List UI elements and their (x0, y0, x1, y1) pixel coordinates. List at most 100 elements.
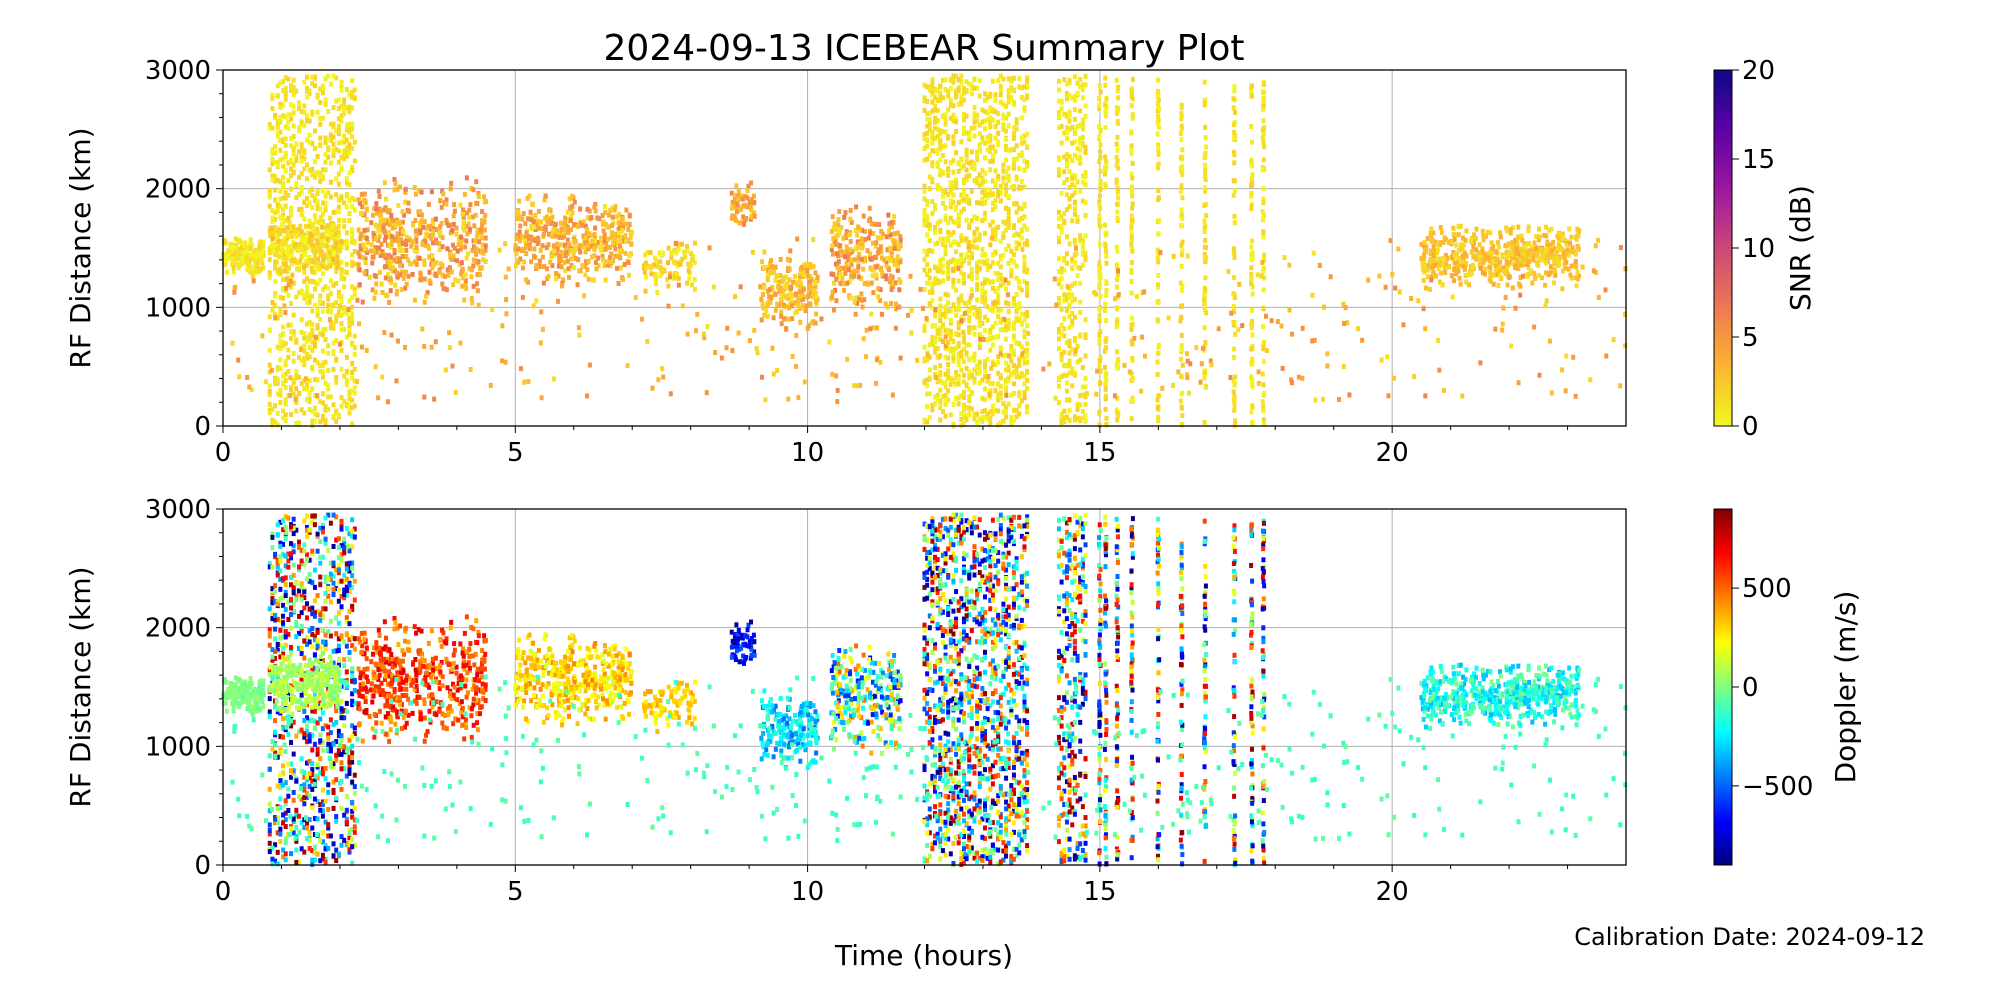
data-point (948, 317, 953, 323)
data-point (1129, 260, 1134, 266)
data-point (983, 314, 988, 320)
data-point (938, 308, 943, 314)
data-point (943, 371, 948, 377)
data-point (938, 90, 943, 96)
data-point (1156, 151, 1161, 157)
data-point (1202, 286, 1207, 292)
data-point (1078, 238, 1083, 244)
data-point (1019, 235, 1024, 241)
data-point (617, 212, 622, 218)
data-point (961, 339, 966, 345)
data-point (927, 121, 932, 127)
data-point (270, 173, 275, 179)
data-point (807, 301, 812, 307)
data-point (935, 161, 940, 167)
data-point (690, 282, 695, 288)
data-point (1059, 266, 1064, 272)
data-point (1250, 419, 1255, 425)
data-point (278, 215, 283, 221)
data-point (990, 78, 995, 84)
data-point (303, 223, 308, 229)
data-point (1232, 381, 1237, 387)
data-point (593, 225, 598, 231)
data-point (777, 281, 782, 287)
data-point (477, 239, 482, 245)
data-point (935, 220, 940, 226)
data-point (1203, 97, 1208, 103)
data-point (1104, 336, 1109, 342)
data-point (674, 250, 679, 256)
data-point (310, 192, 315, 198)
data-point (1083, 353, 1088, 359)
data-point (1006, 367, 1011, 373)
data-point (476, 194, 481, 200)
data-point (312, 174, 317, 180)
data-point (773, 307, 778, 313)
data-point (948, 115, 953, 121)
data-point (433, 237, 438, 243)
data-point (1097, 332, 1102, 338)
data-point (320, 348, 325, 354)
data-point (1115, 360, 1120, 366)
data-point (318, 317, 323, 323)
data-point (1001, 234, 1006, 240)
data-point (480, 242, 485, 248)
data-point (1056, 98, 1061, 104)
data-point (938, 417, 943, 423)
data-point (312, 279, 317, 285)
data-point (1014, 275, 1019, 281)
data-point (337, 248, 342, 254)
data-point (879, 255, 884, 261)
data-point (325, 236, 330, 242)
data-point (294, 195, 299, 201)
data-point (307, 336, 312, 342)
data-point (938, 387, 943, 393)
data-point (1078, 76, 1083, 82)
data-point (352, 249, 357, 255)
data-point (969, 266, 974, 272)
data-point (983, 118, 988, 124)
data-point (410, 222, 415, 228)
data-point (845, 280, 850, 286)
data-point (943, 310, 948, 316)
data-point (1083, 254, 1088, 260)
data-point (377, 233, 382, 239)
data-point (540, 264, 545, 270)
data-point (1011, 369, 1016, 375)
data-point (414, 233, 419, 239)
data-point (267, 121, 272, 127)
data-point (856, 261, 861, 267)
data-point (1062, 363, 1067, 369)
data-point (964, 350, 969, 356)
data-point (248, 246, 253, 252)
data-point (1155, 88, 1160, 94)
data-point (943, 77, 948, 83)
data-point (342, 200, 347, 206)
data-point (1017, 152, 1022, 158)
data-point (334, 313, 339, 319)
data-point (1078, 393, 1083, 399)
data-point (1075, 218, 1080, 224)
data-point (972, 238, 977, 244)
data-point (1072, 240, 1077, 246)
data-point (996, 307, 1001, 313)
data-point (393, 181, 398, 187)
data-point (395, 255, 400, 261)
data-point (1249, 307, 1254, 313)
data-point (323, 359, 328, 365)
data-point (415, 255, 420, 261)
data-point (529, 223, 534, 229)
data-point (1006, 224, 1011, 230)
data-point (296, 128, 301, 134)
data-point (1006, 377, 1011, 383)
data-point (334, 209, 339, 215)
data-point (302, 343, 307, 349)
data-point (935, 280, 940, 286)
data-point (972, 230, 977, 236)
data-point (273, 303, 278, 309)
data-point (813, 270, 818, 276)
data-point (996, 224, 1001, 230)
data-point (559, 283, 564, 289)
data-point (229, 244, 234, 250)
